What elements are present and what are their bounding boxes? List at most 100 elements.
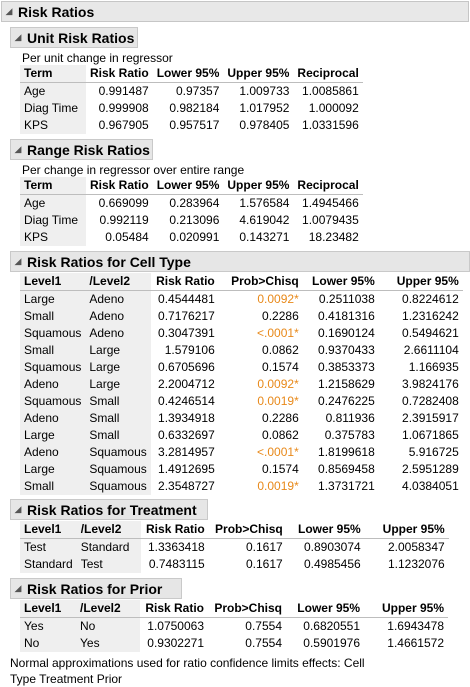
term-cell: KPS	[20, 229, 86, 246]
term-cell: Age	[20, 82, 86, 100]
level2-cell: Large	[85, 359, 151, 376]
value-cell: 1.6943478	[387, 619, 444, 633]
range-risk-table: Term Risk Ratio Lower 95% Upper 95% Reci…	[20, 177, 363, 246]
term-cell: KPS	[20, 117, 86, 134]
value-cell: 0.7176217	[158, 309, 215, 323]
term-cell: Diag Time	[20, 100, 86, 117]
level1-cell: Adeno	[20, 444, 86, 461]
risk-ratios-header[interactable]: ◢ Risk Ratios	[1, 1, 469, 22]
col-header: Upper 95%	[227, 178, 290, 192]
value-cell: 1.579106	[164, 343, 215, 357]
value-cell: 0.3853373	[318, 360, 375, 374]
value-cell: 0.020991	[169, 230, 220, 244]
level2-cell: Small	[85, 427, 151, 444]
col-header: Upper 95%	[381, 601, 444, 615]
col-header: Level1	[20, 521, 77, 539]
disclosure-triangle-icon[interactable]: ◢	[14, 256, 22, 266]
col-header: /Level2	[76, 521, 141, 539]
level2-cell: Large	[85, 342, 151, 359]
unit-note: Per unit change in regressor	[22, 51, 173, 65]
p-value-cell: 0.7554	[245, 636, 282, 650]
table-row: Test Standard 1.3363418 0.1617 0.8903074 2.00…	[20, 538, 449, 556]
unit-risk-ratios-title: Unit Risk Ratios	[27, 29, 135, 46]
value-cell: 0.7483115	[148, 557, 205, 571]
level1-cell: Small	[20, 478, 86, 495]
value-cell: 1.8199618	[318, 445, 375, 459]
cell-type-header[interactable]: ◢ Risk Ratios for Cell Type	[10, 251, 470, 272]
range-risk-ratios-header[interactable]: ◢ Range Risk Ratios	[10, 139, 153, 160]
p-value-cell: 0.2286	[262, 309, 299, 323]
col-header: Lower 95%	[156, 66, 220, 80]
value-cell: 1.576584	[239, 196, 290, 210]
unit-risk-ratios-header[interactable]: ◢ Unit Risk Ratios	[10, 27, 138, 48]
col-header: Risk Ratio	[90, 66, 149, 80]
disclosure-triangle-icon[interactable]: ◢	[14, 583, 22, 593]
p-value-cell: 0.1617	[246, 557, 283, 571]
p-value-cell: 0.1574	[262, 462, 299, 476]
table-row: Diag Time 0.992119 0.213096 4.619042 1.0…	[20, 212, 363, 229]
value-cell: 0.05484	[105, 230, 149, 244]
prior-title: Risk Ratios for Prior	[27, 580, 163, 597]
term-cell: Diag Time	[20, 212, 86, 229]
level2-cell: No	[76, 617, 140, 635]
col-header: Risk Ratio	[156, 274, 215, 288]
level2-cell: Squamous	[85, 444, 151, 461]
value-cell: 2.0058347	[387, 540, 445, 554]
level1-cell: Yes	[20, 617, 76, 635]
table-row: Large Adeno 0.4544481 0.0092* 0.2511038 0.822…	[20, 290, 463, 308]
col-header: Term	[20, 65, 86, 83]
p-value-cell: 0.0019*	[257, 479, 299, 493]
treatment-header[interactable]: ◢ Risk Ratios for Treatment	[10, 499, 208, 520]
value-cell: 1.017952	[239, 101, 290, 115]
level1-cell: Squamous	[20, 359, 86, 376]
table-row: Squamous Large 0.6705696 0.1574 0.3853373 1.1…	[20, 359, 463, 376]
value-cell: 1.0331596	[302, 118, 359, 132]
p-value-cell: 0.0092*	[257, 377, 299, 391]
table-row: Large Small 0.6332697 0.0862 0.375783 1.06718…	[20, 427, 463, 444]
value-cell: 0.991487	[98, 84, 149, 98]
value-cell: 0.811936	[325, 411, 375, 425]
col-header: Lower 95%	[298, 522, 361, 536]
disclosure-triangle-icon[interactable]: ◢	[5, 6, 13, 16]
disclosure-triangle-icon[interactable]: ◢	[14, 32, 22, 42]
range-risk-ratios-title: Range Risk Ratios	[27, 141, 150, 158]
value-cell: 0.2511038	[318, 292, 375, 306]
value-cell: 2.2004712	[158, 377, 215, 391]
prior-header[interactable]: ◢ Risk Ratios for Prior	[10, 578, 182, 599]
value-cell: 0.8569458	[318, 462, 375, 476]
level2-cell: Squamous	[85, 478, 151, 495]
value-cell: 0.1690124	[318, 326, 375, 340]
level1-cell: Small	[20, 342, 86, 359]
disclosure-triangle-icon[interactable]: ◢	[14, 144, 22, 154]
value-cell: 0.4544481	[158, 292, 215, 306]
table-row: Small Adeno 0.7176217 0.2286 0.4181316 1.2316…	[20, 308, 463, 325]
prior-table: Level1 /Level2 Risk Ratio Prob>Chisq Low…	[20, 600, 448, 652]
value-cell: 1.0079435	[302, 213, 359, 227]
col-header: Lower 95%	[156, 178, 220, 192]
table-row: Age 0.669099 0.283964 1.576584 1.4945466	[20, 194, 363, 212]
value-cell: 2.3548727	[158, 479, 215, 493]
term-cell: Age	[20, 194, 86, 212]
level1-cell: Large	[20, 427, 86, 444]
value-cell: 1.3934918	[158, 411, 215, 425]
level2-cell: Adeno	[85, 290, 151, 308]
risk-ratios-title: Risk Ratios	[18, 3, 95, 20]
value-cell: 0.8224612	[402, 292, 459, 306]
level2-cell: Standard	[76, 538, 141, 556]
value-cell: 1.4661572	[387, 636, 444, 650]
level2-cell: Adeno	[85, 308, 151, 325]
value-cell: 0.6820551	[303, 619, 360, 633]
value-cell: 0.6332697	[158, 428, 215, 442]
level1-cell: Standard	[20, 556, 77, 573]
value-cell: 1.3363418	[147, 540, 205, 554]
footnote: Normal approximations used for ratio con…	[10, 656, 365, 686]
level2-cell: Yes	[76, 635, 140, 652]
disclosure-triangle-icon[interactable]: ◢	[14, 504, 22, 514]
value-cell: 0.8903074	[303, 540, 361, 554]
table-row: Squamous Small 0.4246514 0.0019* 0.2476225 0.…	[20, 393, 463, 410]
value-cell: 0.2476225	[318, 394, 375, 408]
value-cell: 3.9824176	[402, 377, 459, 391]
table-row: Small Large 1.579106 0.0862 0.9370433 2.66111…	[20, 342, 463, 359]
col-header: Lower 95%	[312, 274, 375, 288]
